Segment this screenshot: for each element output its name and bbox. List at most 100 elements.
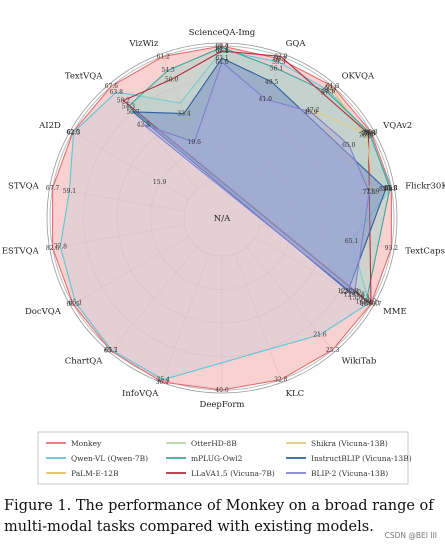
value-label: 40.6 [215,387,229,394]
axis-label-textcaps: TextCaps [405,246,445,256]
legend-label: InstructBLIP (Vicuna-13B) [311,454,412,463]
value-label: 1510.7 [361,301,382,308]
value-label: 1450.2 [356,298,377,305]
value-label: 56.1 [270,65,283,72]
value-label: 86.1 [385,185,398,192]
value-label: 54.3 [122,103,136,110]
value-label: 66.8 [215,48,229,55]
axis-label-klc: KLC [286,389,305,399]
legend-box [37,431,409,485]
series-shikra-vicuna-13b [311,108,374,194]
legend-label: Monkey [71,439,102,448]
value-label: 15.9 [153,179,167,186]
value-label: 62.6 [66,129,80,136]
value-label: 82.4 [379,186,393,193]
value-label: 68.7 [215,44,229,51]
axis-label-vizwiz: VizWiz [128,39,158,49]
legend-label: OtterHD-8B [191,439,237,448]
value-label: 49.5 [265,79,279,86]
value-label: 78.8 [362,130,376,137]
value-label: 93.2 [385,245,399,252]
axis-label-deepform: DeepForm [200,400,245,410]
value-label: 58.2 [117,98,131,105]
series-layer [52,45,392,391]
value-label: 77.8 [54,244,68,251]
value-label: 69.4 [215,43,229,50]
axis-label-estvqa: ESTVQA [2,246,40,256]
value-label: 45.9 [304,109,318,116]
legend-label: Shikra (Vicuna-13B) [311,439,388,448]
value-label: 63.1 [215,55,228,62]
value-label: 19.6 [188,139,202,146]
legend-label: PaLM-E-12B [71,469,119,478]
axis-label-okvqa: OKVQA [342,72,375,82]
value-label: 57.7 [321,89,335,96]
value-label: 65.1 [69,300,82,307]
axis-labels: ScienceQA-Img GQA OKVQA VQAv2 Flickr30K TextC… [2,28,445,410]
value-label: 42.5 [137,121,151,128]
value-label: 65.7 [104,348,118,355]
series-llava1-5-vicuna-7b [122,50,372,306]
axis-label-stvqa: STVQA [8,182,40,192]
value-label: 61.3 [326,83,340,90]
legend-label: mPLUG-Owl2 [191,454,243,463]
value-labels: 69.468.767.166.863.161.0 62.060.759.356.1… [46,43,398,394]
value-label: 62.3 [67,129,81,136]
value-label: 54.5 [162,67,176,74]
value-label: 80.3 [364,129,378,136]
value-label: 1487.5 [359,300,380,307]
value-label: 58.6 [322,88,336,95]
series-monkey [52,45,392,391]
axis-label-docvqa: DocVQA [25,307,62,317]
value-label: 77.4 [360,131,374,138]
value-label: 25.3 [326,347,340,354]
value-label: 67.6 [105,83,119,90]
legend-label: LLaVA1.5 (Vicuna-7B) [191,469,275,478]
value-label: 59.3 [272,59,286,66]
value-label: 67.1 [215,47,228,54]
value-label: 63.8 [110,89,124,96]
value-label: 78.5 [362,131,376,138]
watermark: CSDN @BEI III [384,531,437,540]
figure-caption: Figure 1. The performance of Monkey on a… [4,498,434,535]
value-label: 50.0 [165,76,179,83]
legend: Monkey OtterHD-8B Shikra (Vicuna-13B) Qwen-… [37,431,412,485]
value-label: 32.8 [274,377,288,384]
series-mplug-owl2 [127,46,391,303]
series-blip-2-vicuna-13b [143,61,370,296]
value-label: 66.5 [66,301,80,308]
axis-label-vqav2: VQAv2 [382,121,412,131]
value-label: 60.1 [324,85,337,92]
value-label: 76.2 [358,132,372,139]
axis-label-scienceqa-img: ScienceQA-Img [189,28,256,38]
axis-label-infovqa: InfoVQA [122,389,159,399]
series-instructblip-vicuna-13b [131,57,387,292]
value-label: 65.1 [345,238,358,245]
value-label: 35.4 [157,377,171,384]
axis-label-mme: MME [383,307,407,317]
value-label: 60.7 [273,56,287,63]
value-label: 1359.3 [349,294,370,301]
value-label: 1293.8 [344,291,365,298]
axis-label-textvqa: TextVQA [65,72,103,82]
value-label: 33.4 [177,111,191,118]
legend-label: Qwen-VL (Qwen-7B) [71,454,148,463]
value-label: 65.1 [105,347,118,354]
value-label: 71.6 [363,189,377,196]
value-label: 61.2 [157,53,171,60]
center-label: N/A [214,214,231,224]
value-label: 62.0 [274,53,288,60]
value-label: 41.0 [259,96,273,103]
axis-label-gqa: GQA [286,39,307,49]
value-label: 59.1 [63,188,76,195]
value-label: 79.4 [363,130,377,137]
value-label: 73.9 [366,188,380,195]
value-label: 1243.0 [340,289,361,296]
value-label: 50.7 [126,109,140,116]
value-label: 82.6 [46,245,60,252]
value-label: 67.7 [46,185,60,192]
axis-label-ai2d: AI2D [38,121,61,131]
value-label: 61.0 [215,59,229,66]
value-label: 36.1 [156,379,169,386]
